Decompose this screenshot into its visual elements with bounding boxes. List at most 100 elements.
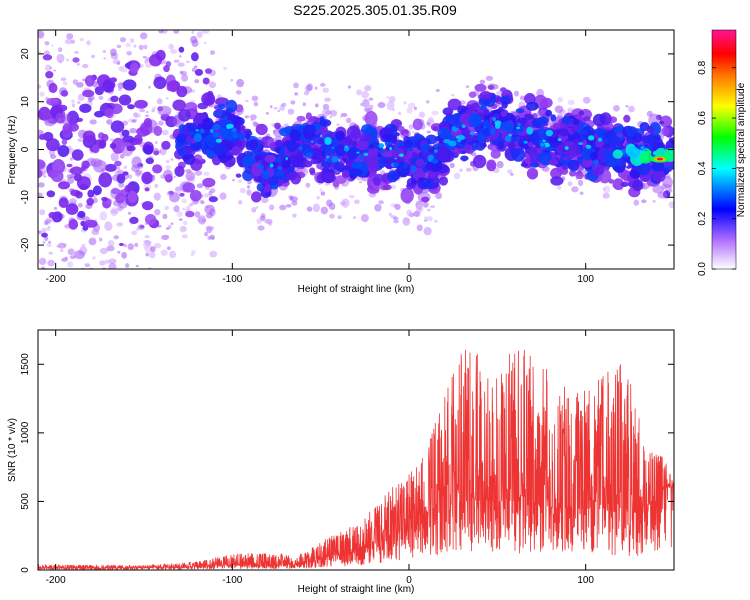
spectrogram-blob — [431, 110, 439, 116]
spectrogram-blob — [579, 130, 588, 135]
spectrogram-blob — [335, 130, 345, 141]
spectrogram-blob — [150, 246, 156, 253]
spectrogram-blob — [129, 128, 137, 134]
spectrogram-blob — [62, 81, 68, 86]
spectrogram-blob — [286, 140, 298, 153]
spectrogram-blob — [82, 130, 96, 143]
spectrogram-blob — [603, 185, 611, 194]
spectrogram-blob — [264, 218, 273, 224]
spectrogram-blob — [406, 107, 413, 114]
spectrogram-blob — [76, 62, 81, 66]
spectrogram-blob — [341, 169, 350, 179]
spectrogram-blob — [483, 125, 487, 129]
spectrogram-blob — [489, 128, 496, 135]
spectrogram-blob — [157, 105, 172, 117]
spectrogram-blob — [127, 190, 138, 203]
spectrogram-blob — [362, 98, 370, 108]
spectrogram-blob — [588, 135, 595, 141]
spectrogram-blob — [507, 169, 513, 174]
spectrogram-blob — [235, 173, 242, 178]
spectrogram-blob — [319, 119, 332, 127]
spectrogram-blob — [163, 65, 170, 73]
spectrogram-blob — [44, 64, 52, 72]
spectrogram-blob — [569, 170, 577, 177]
spectrogram-blob — [426, 208, 431, 212]
spectrogram-blob — [39, 134, 46, 140]
spectrogram-blob — [194, 79, 200, 84]
spectrogram-blob — [632, 179, 644, 192]
spectrogram-blob — [79, 38, 84, 42]
spectrogram-blob — [537, 116, 549, 125]
spectrogram-blob — [549, 158, 559, 166]
spectrogram-blob — [82, 89, 95, 98]
spectrogram-blob — [116, 44, 122, 49]
spectrogram-blob — [122, 171, 129, 176]
spectrogram-blob — [46, 190, 56, 198]
x-tick-label: -200 — [46, 274, 66, 285]
spectrogram-blob — [48, 211, 57, 219]
spectrogram-blob — [435, 145, 449, 162]
spectrogram-blob — [117, 166, 120, 170]
spectrogram-blob — [127, 145, 136, 152]
spectrogram-blob — [209, 250, 218, 258]
spectrogram-blob — [154, 183, 159, 189]
spectrogram-blob — [69, 157, 73, 161]
spectrogram-blob — [253, 121, 259, 128]
spectrogram-blob — [305, 112, 312, 120]
spectrogram-blob — [238, 200, 243, 205]
spectrogram-blob — [309, 167, 316, 174]
spectrogram-blob — [109, 142, 117, 149]
spectrogram-blob — [479, 79, 486, 85]
spectrogram-blob — [329, 213, 335, 219]
spectrogram-blob — [319, 188, 323, 192]
spectrogram-blob — [244, 115, 250, 119]
spectrogram-blob — [80, 220, 86, 227]
spectrogram-blob — [287, 108, 295, 115]
spectrogram-blob — [564, 146, 569, 150]
spectrogram-blob — [578, 110, 585, 116]
spectrogram-blob — [127, 104, 135, 110]
spectrogram-blob — [42, 54, 53, 61]
spectrogram-blob — [170, 222, 174, 225]
spectrogram-blob — [104, 108, 114, 119]
spectrogram-blob — [277, 166, 283, 171]
spectrogram-blob — [557, 138, 562, 142]
colorbar-tick-label: 0.6 — [697, 111, 708, 125]
spectrogram-blob — [153, 242, 162, 249]
spectrogram-blob — [84, 75, 95, 87]
spectrogram-blob — [45, 221, 48, 225]
spectrogram-blob — [204, 231, 209, 237]
spectrogram-blob — [277, 109, 281, 113]
spectrogram-blob — [251, 162, 264, 177]
snr-frame — [37, 329, 675, 571]
spectrogram-blob — [454, 122, 462, 128]
spectrogram-blob — [361, 132, 372, 143]
spectrogram-blob — [331, 146, 335, 149]
spectrogram-blob — [186, 60, 190, 63]
spectrogram-blob — [482, 128, 492, 137]
spectrogram-blob — [459, 168, 463, 172]
spectrogram-blob — [274, 135, 282, 141]
spectrogram-blob — [421, 196, 430, 203]
spectrogram-blob — [77, 210, 86, 219]
spectrogram-blob — [77, 138, 84, 142]
spectrogram-blob — [320, 191, 326, 196]
x-tick-label: 0 — [406, 274, 412, 285]
spectrogram-blob — [571, 186, 579, 193]
spectrogram-blob — [269, 163, 274, 168]
spectrogram-blob — [144, 235, 150, 239]
spectrogram-blob — [326, 155, 330, 159]
spectrogram-blob — [202, 177, 216, 188]
spectrogram-blob — [468, 113, 482, 128]
spectrogram-blob — [255, 123, 268, 136]
spectrogram-blob — [253, 101, 259, 107]
spectrogram-blob — [99, 237, 103, 242]
spectrogram-blob — [108, 258, 117, 265]
spectrogram-blob — [101, 267, 107, 269]
spectrogram-blob — [245, 99, 249, 103]
spectrogram-blob — [82, 63, 89, 69]
spectrogram-blob — [182, 207, 186, 211]
spectrogram-blob — [279, 204, 287, 211]
